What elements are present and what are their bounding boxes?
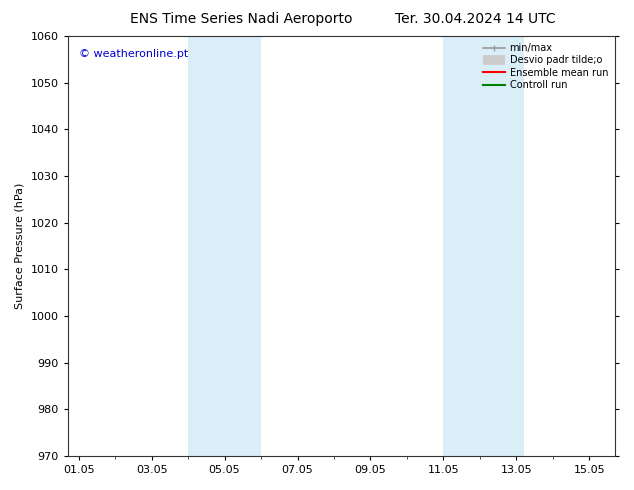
Bar: [188, 36, 261, 456]
Text: Ter. 30.04.2024 14 UTC: Ter. 30.04.2024 14 UTC: [395, 12, 556, 26]
Text: ENS Time Series Nadi Aeroporto: ENS Time Series Nadi Aeroporto: [130, 12, 352, 26]
Y-axis label: Surface Pressure (hPa): Surface Pressure (hPa): [15, 183, 25, 309]
Legend: min/max, Desvio padr tilde;o, Ensemble mean run, Controll run: min/max, Desvio padr tilde;o, Ensemble m…: [481, 41, 610, 92]
Text: © weatheronline.pt: © weatheronline.pt: [79, 49, 188, 59]
Bar: [443, 36, 524, 456]
